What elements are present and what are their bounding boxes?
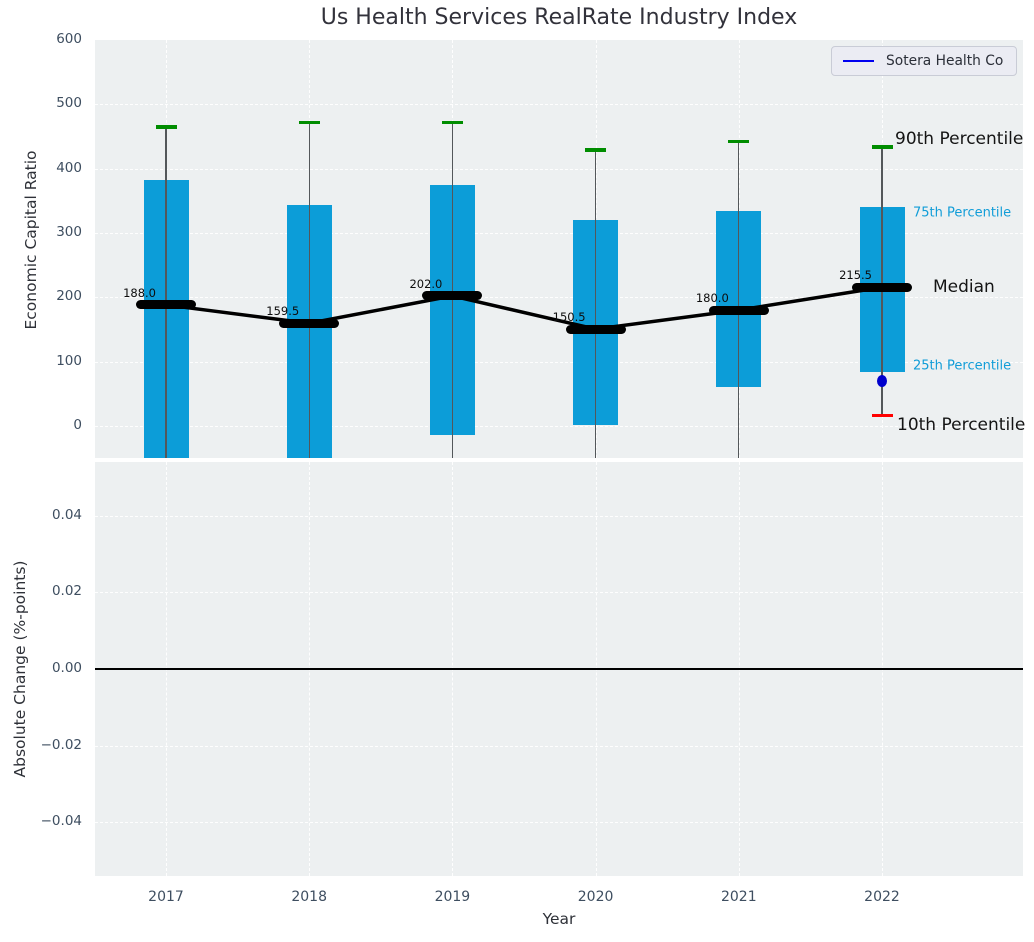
top-gridline-h bbox=[95, 104, 1023, 106]
p90-cap-2018 bbox=[298, 120, 320, 125]
xtick-2018: 2018 bbox=[291, 889, 327, 905]
top-gridline-h bbox=[95, 361, 1023, 363]
p90-cap-2020 bbox=[585, 148, 607, 152]
top-ytick-300: 300 bbox=[56, 223, 82, 240]
whisker-2020 bbox=[594, 149, 597, 458]
median-cap-2017 bbox=[136, 300, 196, 310]
top-ytick-500: 500 bbox=[56, 95, 82, 112]
xtick-2019: 2019 bbox=[434, 889, 471, 905]
legend-label: Sotera Health Co bbox=[886, 53, 1004, 69]
median-cap-2020 bbox=[565, 324, 626, 334]
top-gridline-h bbox=[95, 232, 1023, 234]
bottom-ytick-0.00: 0.00 bbox=[51, 660, 82, 676]
median-cap-2018 bbox=[279, 318, 340, 328]
median-value-label-2020: 150.5 bbox=[552, 310, 586, 325]
top-ytick-100: 100 bbox=[56, 352, 82, 369]
chart-title: Us Health Services RealRate Industry Ind… bbox=[320, 5, 798, 30]
bottom-ytick-0.02: 0.02 bbox=[51, 583, 82, 600]
bottom-gridline-h bbox=[95, 592, 1023, 594]
whisker-2019 bbox=[451, 122, 454, 458]
bottom-gridline-h bbox=[95, 745, 1023, 747]
median-cap-2021 bbox=[708, 305, 769, 315]
annotation-10th-percentile: 10th Percentile bbox=[897, 414, 1026, 435]
annotation-median: Median bbox=[933, 277, 995, 298]
top-panel: 188.0 159.5 202.0 150.5 180.0 215.5 bbox=[95, 40, 1023, 458]
p10-cap-2022 bbox=[871, 413, 893, 418]
top-gridline-h bbox=[95, 425, 1023, 427]
bottom-panel bbox=[95, 462, 1023, 876]
annotation-25th-percentile: 25th Percentile bbox=[913, 358, 1012, 374]
top-ytick-200: 200 bbox=[56, 288, 82, 305]
xtick-2017: 2017 bbox=[148, 889, 184, 905]
p90-cap-2021 bbox=[728, 139, 750, 144]
whisker-2018 bbox=[308, 122, 310, 458]
xtick-2022: 2022 bbox=[864, 889, 900, 905]
annotation-75th-percentile: 75th Percentile bbox=[913, 205, 1012, 221]
whisker-2017 bbox=[165, 126, 167, 458]
annotation-90th-percentile: 90th Percentile bbox=[895, 128, 1024, 149]
median-value-label-2022: 215.5 bbox=[839, 268, 872, 283]
median-value-label-2017: 188.0 bbox=[123, 285, 156, 300]
p90-cap-2017 bbox=[155, 125, 177, 129]
median-cap-2019 bbox=[422, 291, 483, 301]
p90-cap-2019 bbox=[441, 120, 463, 125]
median-cap-2022 bbox=[852, 282, 912, 292]
bottom-gridline-h bbox=[95, 515, 1023, 517]
whisker-2021 bbox=[738, 141, 740, 458]
bottom-ytick-0.04: 0.04 bbox=[51, 506, 82, 523]
legend: Sotera Health Co bbox=[831, 46, 1017, 76]
xtick-2021: 2021 bbox=[720, 889, 757, 905]
xtick-2020: 2020 bbox=[577, 889, 614, 905]
bottom-gridline-h bbox=[95, 822, 1023, 824]
median-value-label-2018: 159.5 bbox=[266, 304, 300, 319]
legend-line-icon bbox=[843, 59, 874, 63]
sotera-point bbox=[877, 374, 887, 387]
whisker-2022 bbox=[881, 146, 883, 416]
zero-line bbox=[95, 668, 1023, 670]
x-axis-label: Year bbox=[542, 910, 576, 928]
top-ytick-600: 600 bbox=[56, 31, 82, 47]
top-ytick-400: 400 bbox=[56, 159, 82, 176]
top-gridline-h bbox=[95, 168, 1023, 170]
bottom-ytick-−0.04: −0.04 bbox=[40, 813, 82, 830]
median-value-label-2021: 180.0 bbox=[695, 291, 729, 306]
bottom-ytick-−0.02: −0.02 bbox=[40, 736, 82, 753]
p90-cap-2022 bbox=[871, 145, 893, 149]
top-ytick-0: 0 bbox=[73, 416, 82, 433]
median-value-label-2019: 202.0 bbox=[409, 276, 443, 291]
